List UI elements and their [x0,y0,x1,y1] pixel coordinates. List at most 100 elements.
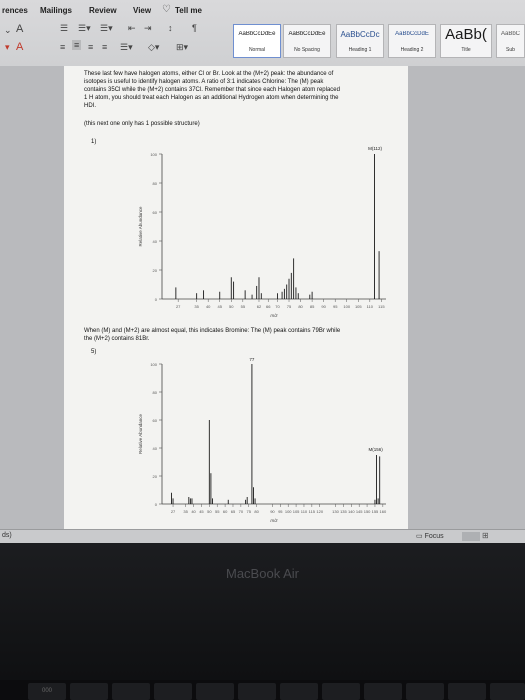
x-tick-label: 105 [355,304,362,309]
tell-me-search[interactable]: Tell me [175,6,202,15]
tab-references[interactable]: rences [2,6,28,15]
style-name: Normal [248,47,266,53]
x-tick-label: 45 [218,304,223,309]
x-tick-label: 85 [310,304,315,309]
x-axis-label: m/z [270,518,278,523]
y-axis-label: Relative Abundance [138,413,143,454]
style-heading-1[interactable]: AaBbCcDc Heading 1 [336,24,384,58]
x-axis-label: m/z [270,313,278,318]
question-label: 5) [91,349,97,355]
bullets-icon[interactable]: ☰ [60,23,69,33]
key [406,683,444,700]
x-tick-label: 95 [278,509,283,514]
document-margin-left [0,66,64,529]
style-heading-2[interactable]: AaBbCcDdE Heading 2 [388,24,436,58]
mass-spectrum-1: 0 20 40 60 80 100 27 35 40 45 50 55 62 66 70 75 80 85 90 95… [138,146,386,318]
x-tick-label: 100 [343,304,350,309]
view-web-layout-icon[interactable]: ⊞ [482,531,489,540]
clear-formatting-icon[interactable]: A [16,23,24,35]
x-tick-label: 140 [348,509,355,514]
y-tick-label: 80 [153,390,158,395]
line-spacing-icon[interactable]: ☰▾ [120,42,133,52]
x-tick-label: 70 [239,509,244,514]
y-tick-label: 60 [153,418,158,423]
x-tick-label: 120 [316,509,323,514]
view-print-layout-button[interactable] [462,532,480,541]
x-tick-label: 115 [378,304,385,309]
style-normal[interactable]: AaBbCcDdEe Normal [233,24,281,58]
focus-icon: ▭ [416,533,423,540]
x-tick-label: 145 [356,509,363,514]
x-tick-label: 135 [340,509,347,514]
y-axis-label: Relative Abundance [138,206,143,247]
x-tick-label: 75 [287,304,292,309]
x-tick-label: 130 [332,509,339,514]
x-tick-label: 155 [372,509,379,514]
x-tick-label: 90 [270,509,275,514]
intro-line: HDI. [84,103,96,109]
highlight-icon[interactable]: ▾ [5,42,10,52]
style-subtitle[interactable]: AaBbC Sub [496,24,525,58]
shading-icon[interactable]: ◇▾ [148,42,160,52]
x-tick-label: 75 [247,509,252,514]
style-name: Title [461,47,471,53]
key [322,683,360,700]
tab-view[interactable]: View [133,6,152,15]
key [112,683,150,700]
x-tick-label: 27 [176,304,181,309]
style-title[interactable]: AaBb( Title [440,24,492,58]
x-tick-label: 65 [231,509,236,514]
key [280,683,318,700]
intro-line: isotopes is useful to identify halogen a… [84,79,324,85]
x-tick-label: 110 [301,509,308,514]
key [364,683,402,700]
focus-button[interactable]: ▭ Focus [416,532,444,540]
borders-icon[interactable]: ⊞▾ [176,42,189,52]
x-tick-label: 150 [364,509,371,514]
document-page[interactable]: These last few have halogen atoms, eithe… [64,66,408,529]
key-escape: 000 [28,683,66,700]
y-tick-label: 20 [153,268,158,273]
numbering-icon[interactable]: ☰▾ [78,23,91,33]
pilcrow-icon[interactable]: ¶ [192,23,197,33]
x-tick-label: 160 [380,509,387,514]
tab-mailings[interactable]: Mailings [40,6,73,15]
style-sample: AaBbCcDdEe [238,31,276,37]
x-tick-label: 80 [298,304,303,309]
increase-indent-icon[interactable]: ⇥ [144,23,152,33]
y-tick-label: 60 [153,210,158,215]
x-tick-label: 62 [257,304,262,309]
status-text: ds) [2,532,12,539]
keyboard: 000 [0,680,525,700]
justify-icon[interactable]: ≡ [102,42,108,52]
multilevel-list-icon[interactable]: ☰▾ [100,23,113,33]
decrease-indent-icon[interactable]: ⇤ [128,23,136,33]
x-tick-label: 50 [207,509,212,514]
bromine-line: the (M+2) contains 81Br. [84,336,150,342]
x-tick-label: 80 [254,509,259,514]
sort-icon[interactable]: ↕ [168,23,173,33]
tab-review[interactable]: Review [89,6,117,15]
key [70,683,108,700]
base-peak-label: 77 [249,357,255,362]
y-tick-label: 40 [153,239,158,244]
align-right-icon[interactable]: ≡ [88,42,94,52]
focus-label: Focus [424,533,444,540]
font-color-icon[interactable]: A [16,41,24,53]
key [196,683,234,700]
intro-line: 1 H atom, you should treat each Halogen … [84,95,339,101]
x-tick-label: 60 [223,509,228,514]
molecular-ion-label: M(156) [369,447,384,452]
align-left-icon[interactable]: ≡ [60,42,66,52]
align-center-icon[interactable]: ≡ [72,40,82,50]
y-tick-label: 80 [153,181,158,186]
document-margin-right [408,66,525,529]
y-tick-label: 20 [153,474,158,479]
question-label: 1) [91,139,97,145]
style-sample: AaBbCcDdE [395,31,429,37]
x-tick-label: 115 [309,509,316,514]
style-no-spacing[interactable]: AaBbCcDdEe No Spacing [283,24,331,58]
font-chevron-icon[interactable]: ⌄ [4,25,12,35]
structure-note: (this next one only has 1 possible struc… [84,121,200,127]
y-tick-label: 40 [153,446,158,451]
